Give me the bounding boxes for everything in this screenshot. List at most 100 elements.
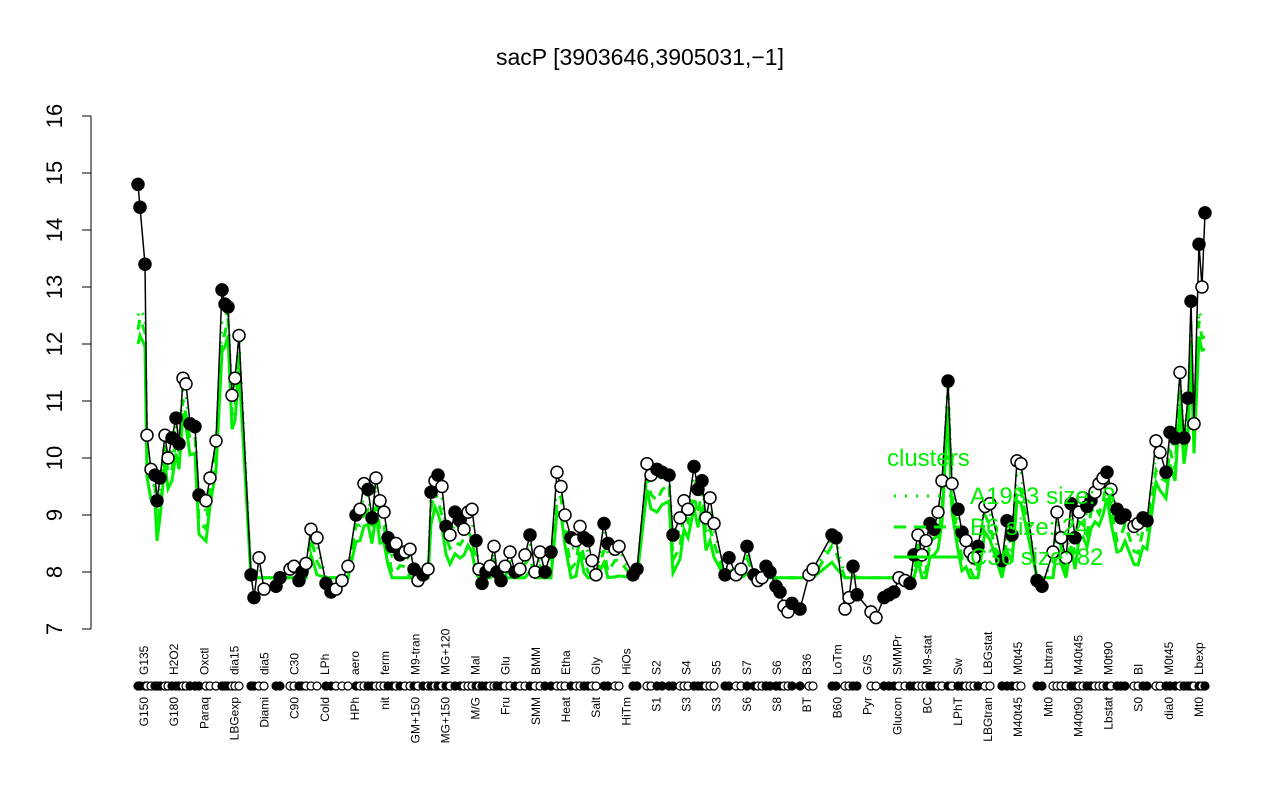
x-category-label: Diami bbox=[258, 697, 272, 728]
data-point bbox=[1173, 365, 1187, 380]
x-category-label: Glu bbox=[499, 656, 513, 675]
x-category-label: Mt0 bbox=[1041, 697, 1055, 717]
data-point bbox=[1054, 531, 1068, 545]
data-point bbox=[1046, 545, 1060, 559]
data-point bbox=[734, 562, 748, 576]
x-category-label: Lbstat bbox=[1102, 696, 1116, 729]
x-category-label: BI bbox=[1132, 664, 1146, 675]
x-category-label: S3 bbox=[680, 697, 694, 712]
data-point bbox=[353, 502, 367, 517]
data-point bbox=[1184, 294, 1198, 308]
data-point bbox=[225, 388, 239, 403]
x-category-label: M/G bbox=[469, 697, 483, 720]
x-category-label: Sw bbox=[951, 658, 965, 675]
data-point bbox=[503, 545, 517, 559]
x-category-label: SMMPr bbox=[891, 635, 905, 675]
data-point bbox=[983, 496, 997, 511]
y-tick-label: 7 bbox=[42, 623, 67, 635]
data-point bbox=[703, 491, 717, 505]
data-point bbox=[469, 533, 483, 548]
x-category-label: C30 bbox=[288, 653, 302, 675]
data-point bbox=[1153, 445, 1167, 460]
data-point bbox=[435, 479, 449, 494]
data-point bbox=[1000, 513, 1014, 528]
data-point bbox=[915, 548, 929, 562]
data-point bbox=[1059, 551, 1073, 565]
data-point bbox=[172, 437, 186, 451]
x-category-label: LBGexp bbox=[227, 697, 241, 741]
data-point bbox=[722, 551, 736, 565]
data-point bbox=[1192, 237, 1206, 251]
data-point bbox=[443, 528, 457, 542]
data-point bbox=[498, 559, 512, 574]
x-category-label: HPh bbox=[348, 697, 362, 720]
data-point bbox=[740, 539, 754, 554]
data-point bbox=[1035, 579, 1049, 593]
data-point bbox=[793, 602, 807, 616]
y-tick-label: 11 bbox=[42, 390, 67, 413]
data-point bbox=[273, 570, 287, 585]
data-point bbox=[310, 531, 324, 545]
x-category-label: B60 bbox=[830, 697, 844, 719]
x-category-label: Heat bbox=[559, 696, 573, 722]
x-category-label: M0t45 bbox=[1162, 641, 1176, 675]
data-point bbox=[209, 434, 223, 448]
x-category-label: Paraq bbox=[197, 697, 211, 729]
x-category-label: H2O2 bbox=[167, 643, 181, 675]
x-category-label: S3 bbox=[710, 697, 724, 712]
data-point bbox=[1050, 505, 1064, 519]
chart-title: sacP [3903646,3905031,−1] bbox=[496, 44, 784, 70]
y-tick-label: 8 bbox=[42, 566, 67, 578]
y-tick-label: 9 bbox=[42, 509, 67, 521]
x-category-label: LBGtran bbox=[981, 697, 995, 742]
x-category-label: HiTm bbox=[619, 697, 633, 726]
x-category-label: M40t45 bbox=[1011, 697, 1025, 737]
data-point bbox=[215, 283, 229, 297]
x-category-label: G135 bbox=[137, 645, 151, 675]
x-category-label: nit bbox=[378, 696, 392, 709]
x-category-label: S6 bbox=[740, 697, 754, 712]
data-point bbox=[533, 545, 547, 559]
data-point bbox=[838, 602, 852, 616]
data-point bbox=[523, 528, 537, 542]
y-tick-label: 15 bbox=[42, 161, 67, 185]
x-category-label: LPhT bbox=[951, 696, 965, 725]
condition-rug bbox=[133, 681, 1210, 691]
data-point bbox=[941, 374, 955, 388]
legend-entry-c36: C36 size: 82 bbox=[970, 544, 1103, 571]
x-category-label: SMM bbox=[529, 697, 543, 725]
x-category-label: Gly bbox=[589, 657, 603, 675]
expression-series bbox=[131, 177, 1212, 625]
x-category-label: Fru bbox=[499, 697, 513, 715]
legend-entry-a1983: A1983 size: 3 bbox=[970, 483, 1115, 510]
data-point bbox=[773, 585, 787, 599]
data-point bbox=[475, 576, 489, 591]
data-point bbox=[140, 428, 154, 442]
x-category-labels: G135 H2O2 Oxctl dia15 dia5 C30 LPh aero ferm M9-t… bbox=[137, 628, 1206, 743]
data-point bbox=[662, 468, 676, 482]
x-category-label: Mt0 bbox=[1192, 697, 1206, 717]
data-point bbox=[951, 502, 965, 517]
data-point bbox=[1118, 508, 1132, 522]
data-point bbox=[1195, 280, 1209, 294]
data-point bbox=[133, 200, 147, 214]
data-point bbox=[718, 568, 732, 582]
x-category-label: dia5 bbox=[258, 652, 272, 675]
data-point bbox=[369, 471, 383, 485]
data-point bbox=[707, 516, 721, 531]
data-point bbox=[806, 562, 820, 576]
x-category-label: LoTm bbox=[830, 644, 844, 675]
data-point bbox=[247, 590, 261, 605]
x-category-label: Lbtran bbox=[1041, 641, 1055, 675]
data-point bbox=[150, 494, 164, 508]
data-point bbox=[199, 494, 213, 508]
data-point bbox=[252, 551, 266, 565]
y-axis: 7 8 9 10 11 12 13 14 15 16 bbox=[42, 104, 92, 635]
x-category-label: Salt bbox=[589, 696, 603, 717]
data-point bbox=[903, 576, 917, 591]
legend-title: clusters bbox=[887, 445, 970, 472]
data-point bbox=[612, 539, 626, 554]
y-tick-label: 13 bbox=[42, 275, 67, 299]
data-point bbox=[1159, 465, 1173, 479]
data-point bbox=[585, 553, 599, 568]
